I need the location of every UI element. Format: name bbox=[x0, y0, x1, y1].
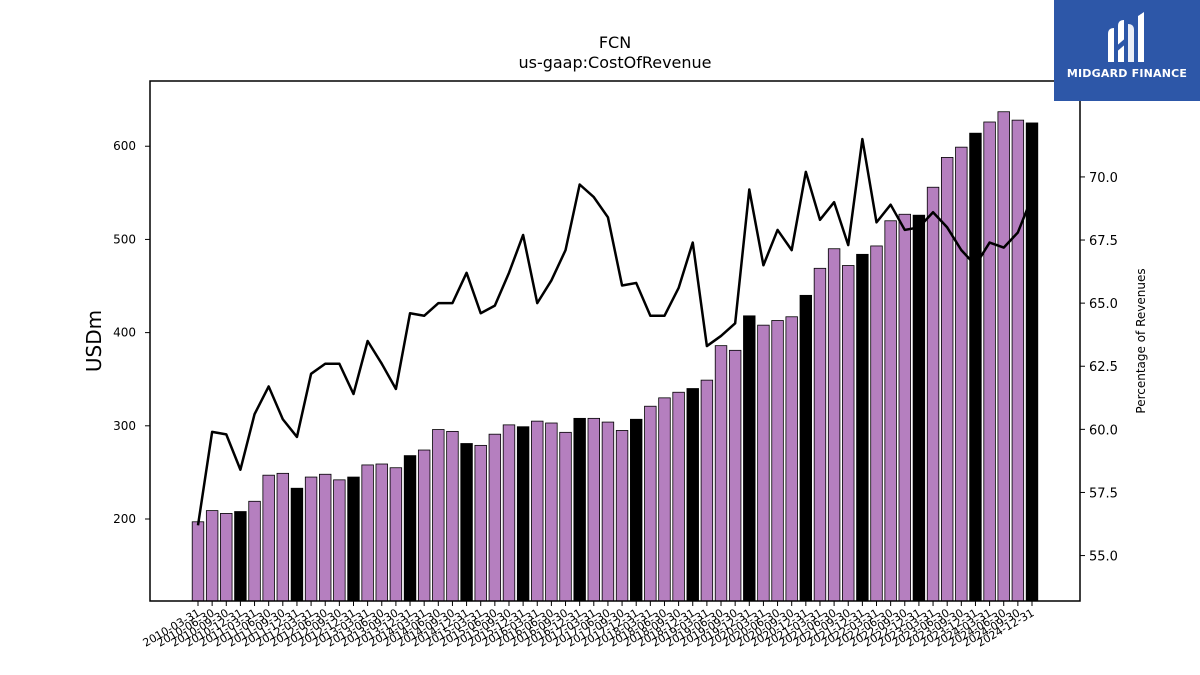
bar-2014-03-31 bbox=[417, 449, 431, 602]
bar-2018-03-31 bbox=[644, 405, 657, 602]
bar-2014-06-30 bbox=[432, 429, 445, 602]
brand-logo: MIDGARD FINANCE bbox=[1054, 0, 1200, 101]
x-axis: 2010-03-312010-06-302010-09-302010-12-31… bbox=[141, 601, 1037, 650]
bar-2020-12-31 bbox=[799, 294, 813, 602]
bar-layer bbox=[191, 111, 1039, 602]
right-axis: 55.0 57.5 60.0 62.5 65.0 67.5 70.0 bbox=[1080, 171, 1118, 565]
bar-2018-12-31 bbox=[686, 388, 699, 602]
bar-2017-09-30 bbox=[615, 430, 629, 602]
bar-2018-09-30 bbox=[672, 391, 685, 602]
bar-2013-03-31 bbox=[361, 464, 374, 602]
bar-2013-06-30 bbox=[375, 463, 388, 602]
bar-2021-06-30 bbox=[827, 248, 841, 602]
right-tick-label: 55.0 bbox=[1089, 550, 1118, 565]
left-tick-label: 500 bbox=[113, 232, 136, 246]
bar-2010-12-31 bbox=[234, 511, 247, 602]
left-tick-label: 600 bbox=[113, 139, 136, 153]
left-tick-label: 400 bbox=[113, 326, 136, 340]
right-tick-label: 62.5 bbox=[1089, 360, 1118, 375]
right-tick-label: 65.0 bbox=[1089, 297, 1118, 312]
bar-2012-12-31 bbox=[347, 476, 360, 602]
bar-2020-09-30 bbox=[785, 316, 798, 602]
bar-2018-06-30 bbox=[658, 397, 671, 602]
brand-name: MIDGARD FINANCE bbox=[1066, 67, 1188, 80]
bar-2020-06-30 bbox=[771, 320, 784, 602]
bar-2017-06-30 bbox=[601, 421, 615, 602]
bar-2012-06-30 bbox=[319, 473, 332, 602]
bar-2019-03-31 bbox=[700, 379, 714, 602]
bar-2021-09-30 bbox=[842, 265, 855, 602]
bar-2013-12-31 bbox=[403, 455, 417, 602]
bar-2017-03-31 bbox=[587, 417, 600, 602]
left-tick-label: 200 bbox=[113, 512, 136, 526]
bar-2015-03-31 bbox=[474, 444, 487, 602]
left-tick-label: 300 bbox=[113, 419, 136, 433]
bar-2019-06-30 bbox=[714, 345, 728, 602]
bar-2010-09-30 bbox=[220, 513, 233, 602]
bar-2011-12-31 bbox=[290, 487, 304, 602]
bar-2015-09-30 bbox=[502, 424, 516, 602]
bar-2016-03-31 bbox=[531, 420, 544, 602]
left-axis: 200 300 400 500 600 bbox=[113, 139, 150, 526]
bar-2024-09-30 bbox=[1011, 119, 1025, 602]
bar-2023-09-30 bbox=[955, 146, 968, 602]
chart-subtitle: us-gaap:CostOfRevenue bbox=[518, 53, 711, 72]
chart-title: FCN bbox=[599, 33, 631, 52]
bar-2022-06-30 bbox=[884, 220, 897, 602]
plot-frame bbox=[149, 80, 1081, 602]
right-tick-label: 57.5 bbox=[1089, 486, 1118, 501]
y2-axis-label: Percentage of Revenues bbox=[1134, 268, 1148, 413]
bar-2022-03-31 bbox=[870, 245, 883, 602]
bar-2021-03-31 bbox=[813, 267, 827, 602]
bar-2010-06-30 bbox=[205, 510, 219, 602]
bar-2011-09-30 bbox=[276, 472, 290, 602]
bar-2012-03-31 bbox=[304, 476, 318, 602]
logo-mark-icon bbox=[1108, 12, 1144, 62]
bar-2011-03-31 bbox=[248, 500, 261, 602]
bar-2024-12-31 bbox=[1025, 122, 1039, 602]
percentage-line bbox=[196, 137, 1034, 526]
right-tick-label: 70.0 bbox=[1089, 171, 1118, 186]
bar-2016-12-31 bbox=[573, 417, 586, 602]
right-tick-label: 67.5 bbox=[1089, 234, 1118, 249]
bar-2016-09-30 bbox=[559, 431, 572, 602]
bar-2023-12-31 bbox=[969, 132, 982, 602]
bar-2022-12-31 bbox=[912, 214, 926, 602]
bar-2012-09-30 bbox=[333, 479, 346, 602]
right-tick-label: 60.0 bbox=[1089, 423, 1118, 438]
bar-2017-12-31 bbox=[630, 418, 643, 602]
bar-2010-03-31 bbox=[191, 521, 205, 602]
bar-2016-06-30 bbox=[545, 422, 558, 602]
bar-2019-12-31 bbox=[743, 315, 756, 602]
bar-2022-09-30 bbox=[898, 213, 911, 602]
bar-2015-06-30 bbox=[488, 433, 502, 602]
bar-2011-06-30 bbox=[262, 474, 275, 602]
bar-2015-12-31 bbox=[516, 426, 530, 602]
bar-2024-06-30 bbox=[997, 111, 1010, 602]
bar-2013-09-30 bbox=[389, 467, 403, 602]
bar-2023-03-31 bbox=[926, 186, 940, 602]
bar-2021-12-31 bbox=[856, 253, 869, 602]
y-axis-label: USDm bbox=[82, 310, 106, 372]
bar-2014-09-30 bbox=[446, 430, 459, 602]
line-layer bbox=[196, 137, 1034, 526]
bar-2020-03-31 bbox=[757, 324, 770, 602]
bar-2014-12-31 bbox=[460, 443, 473, 602]
bar-2024-03-31 bbox=[983, 121, 996, 602]
bar-2019-09-30 bbox=[728, 349, 742, 602]
